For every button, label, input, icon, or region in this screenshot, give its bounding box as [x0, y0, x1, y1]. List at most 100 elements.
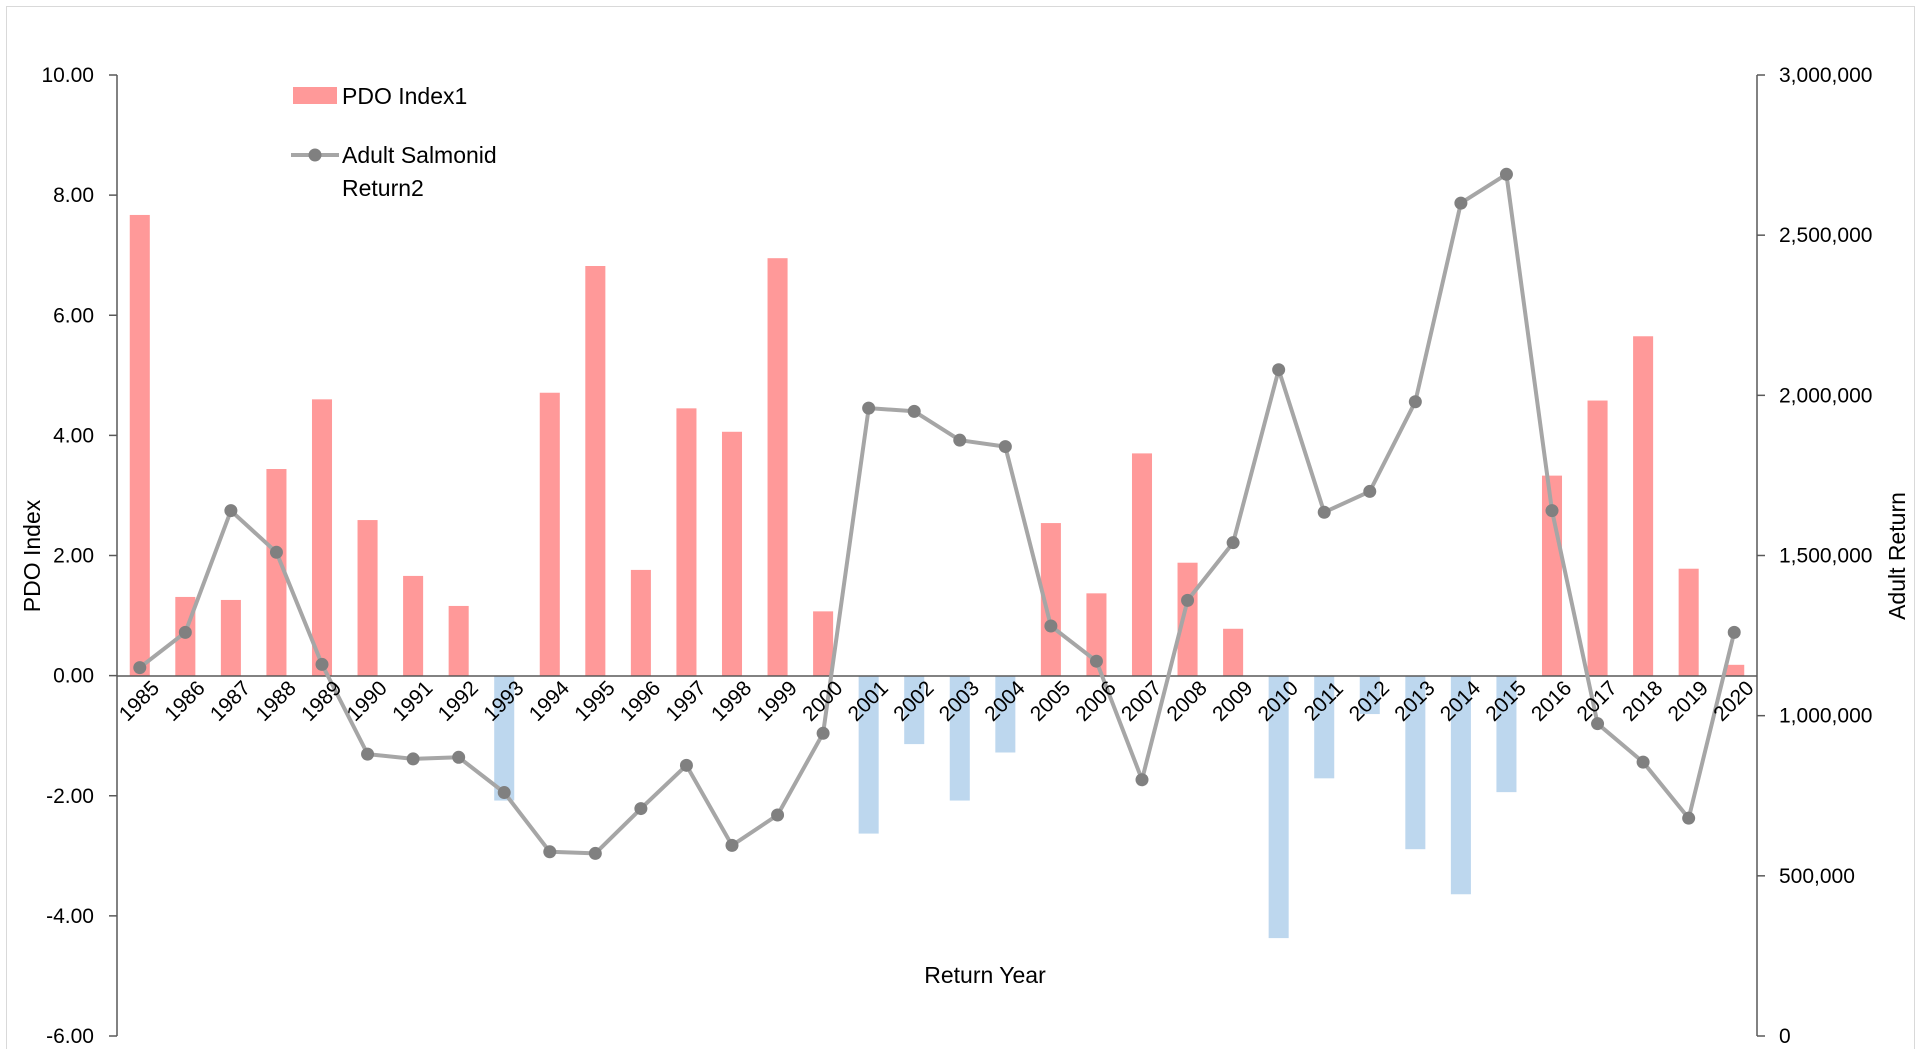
point-salmon-2019: [1682, 811, 1696, 825]
bar-pdo-2020: [1724, 664, 1745, 676]
x-tick-label: 1999: [753, 677, 802, 726]
legend: PDO Index1 Adult Salmonid Return2: [291, 83, 497, 201]
right-tick-label: 1,000,000: [1779, 705, 1872, 728]
legend-label-salmon-2: Return2: [342, 175, 424, 201]
point-salmon-1993: [497, 786, 511, 800]
x-tick-label: 1988: [251, 677, 300, 726]
bar-pdo-2000: [813, 611, 834, 676]
bar-pdo-2014: [1450, 675, 1471, 895]
x-axis-title: Return Year: [924, 962, 1046, 988]
x-tick-label: 2019: [1664, 677, 1713, 726]
x-tick-label: 1985: [115, 677, 164, 726]
x-tick-label: 2018: [1618, 677, 1667, 726]
right-y-axis: 3,000,000 2,500,000 2,000,000 1,500,000 1,00…: [1756, 64, 1872, 1048]
bar-pdo-2005: [1040, 523, 1061, 676]
left-tick-label: 2.00: [53, 545, 94, 568]
point-salmon-2013: [1408, 395, 1422, 409]
x-tick-label: 1995: [570, 677, 619, 726]
chart-frame: [6, 6, 1915, 1049]
point-salmon-1985: [133, 661, 147, 675]
point-salmon-2011: [1317, 505, 1331, 519]
left-tick-label: 6.00: [53, 304, 94, 327]
x-tick-label: 2005: [1026, 677, 1075, 726]
point-salmon-2002: [907, 404, 921, 418]
point-salmon-2008: [1181, 593, 1195, 607]
point-salmon-1999: [771, 808, 785, 822]
bar-pdo-1996: [630, 569, 651, 676]
point-salmon-2000: [816, 726, 830, 740]
point-salmon-2017: [1591, 717, 1605, 731]
x-tick-label: 2000: [798, 677, 847, 726]
bar-pdo-2019: [1678, 568, 1699, 676]
x-tick-label: 1998: [707, 677, 756, 726]
left-tick-label: -2.00: [46, 785, 94, 808]
x-tick-label: 1991: [388, 677, 437, 726]
pdo-bars: [129, 214, 1745, 939]
point-salmon-1991: [406, 752, 420, 766]
point-salmon-1988: [269, 545, 283, 559]
left-tick-label: 8.00: [53, 184, 94, 207]
left-tick-label: 0.00: [53, 665, 94, 688]
legend-swatch-salmon-marker: [308, 148, 322, 162]
point-salmon-2018: [1636, 755, 1650, 769]
x-tick-label: 2009: [1208, 677, 1257, 726]
bar-pdo-1989: [311, 399, 333, 676]
left-tick-label: 10.00: [41, 64, 94, 87]
point-salmon-1998: [725, 838, 739, 852]
point-salmon-2004: [998, 440, 1012, 454]
point-salmon-2005: [1044, 619, 1058, 633]
point-salmon-2009: [1226, 536, 1240, 550]
point-salmon-1986: [178, 625, 192, 639]
right-tick-label: 500,000: [1779, 865, 1855, 888]
x-tick-label: 1997: [661, 677, 710, 726]
bar-pdo-2002: [904, 675, 925, 745]
left-y-axis: 10.00 8.00 6.00 4.00 2.00 0.00 -2.00 -4.00 -6.00: [41, 64, 118, 1048]
bar-pdo-1999: [767, 258, 788, 676]
bar-pdo-2007: [1131, 453, 1153, 676]
point-salmon-1990: [361, 747, 375, 761]
bar-pdo-2017: [1587, 400, 1608, 676]
y-axis-title: PDO Index: [19, 499, 45, 612]
bar-pdo-1985: [129, 214, 150, 676]
bar-pdo-1995: [585, 265, 606, 676]
salmon-return-line: [133, 167, 1741, 860]
x-tick-label: 2008: [1163, 677, 1212, 726]
bar-pdo-2008: [1177, 562, 1198, 676]
right-tick-label: 2,000,000: [1779, 384, 1872, 407]
right-tick-label: 1,500,000: [1779, 545, 1872, 568]
legend-label-salmon-1: Adult Salmonid: [342, 142, 497, 168]
point-salmon-2010: [1272, 363, 1286, 377]
point-salmon-1997: [679, 758, 693, 772]
point-salmon-1987: [224, 504, 238, 518]
bar-pdo-2015: [1496, 675, 1517, 793]
salmon-return-polyline: [138, 172, 1737, 856]
x-tick-label: 1987: [206, 677, 255, 726]
right-tick-label: 0: [1779, 1025, 1791, 1048]
point-salmon-2015: [1499, 167, 1513, 181]
left-tick-label: -4.00: [46, 905, 94, 928]
point-salmon-2006: [1089, 654, 1103, 668]
point-salmon-1996: [634, 802, 648, 816]
bar-pdo-2003: [949, 675, 970, 801]
legend-label-pdo: PDO Index1: [342, 83, 467, 109]
point-salmon-2003: [953, 433, 967, 447]
bar-pdo-2001: [858, 675, 879, 834]
x-tick-label: 1986: [160, 677, 209, 726]
point-salmon-1995: [588, 846, 602, 860]
point-salmon-2001: [862, 401, 876, 415]
x-tick-label: 1996: [616, 677, 665, 726]
x-tick-label: 2012: [1345, 677, 1394, 726]
right-tick-label: 3,000,000: [1779, 64, 1872, 87]
point-salmon-1989: [315, 657, 329, 671]
x-tick-label: 2016: [1527, 677, 1576, 726]
left-tick-label: 4.00: [53, 424, 94, 447]
bar-pdo-2012: [1359, 675, 1380, 715]
point-salmon-1992: [452, 750, 466, 764]
bar-pdo-1998: [721, 431, 743, 676]
point-salmon-2007: [1135, 773, 1149, 787]
left-tick-label: -6.00: [46, 1025, 94, 1048]
y2-axis-title: Adult Return: [1884, 492, 1910, 620]
bar-pdo-1991: [403, 575, 424, 676]
bar-pdo-1997: [676, 408, 697, 676]
right-tick-label: 2,500,000: [1779, 224, 1872, 247]
